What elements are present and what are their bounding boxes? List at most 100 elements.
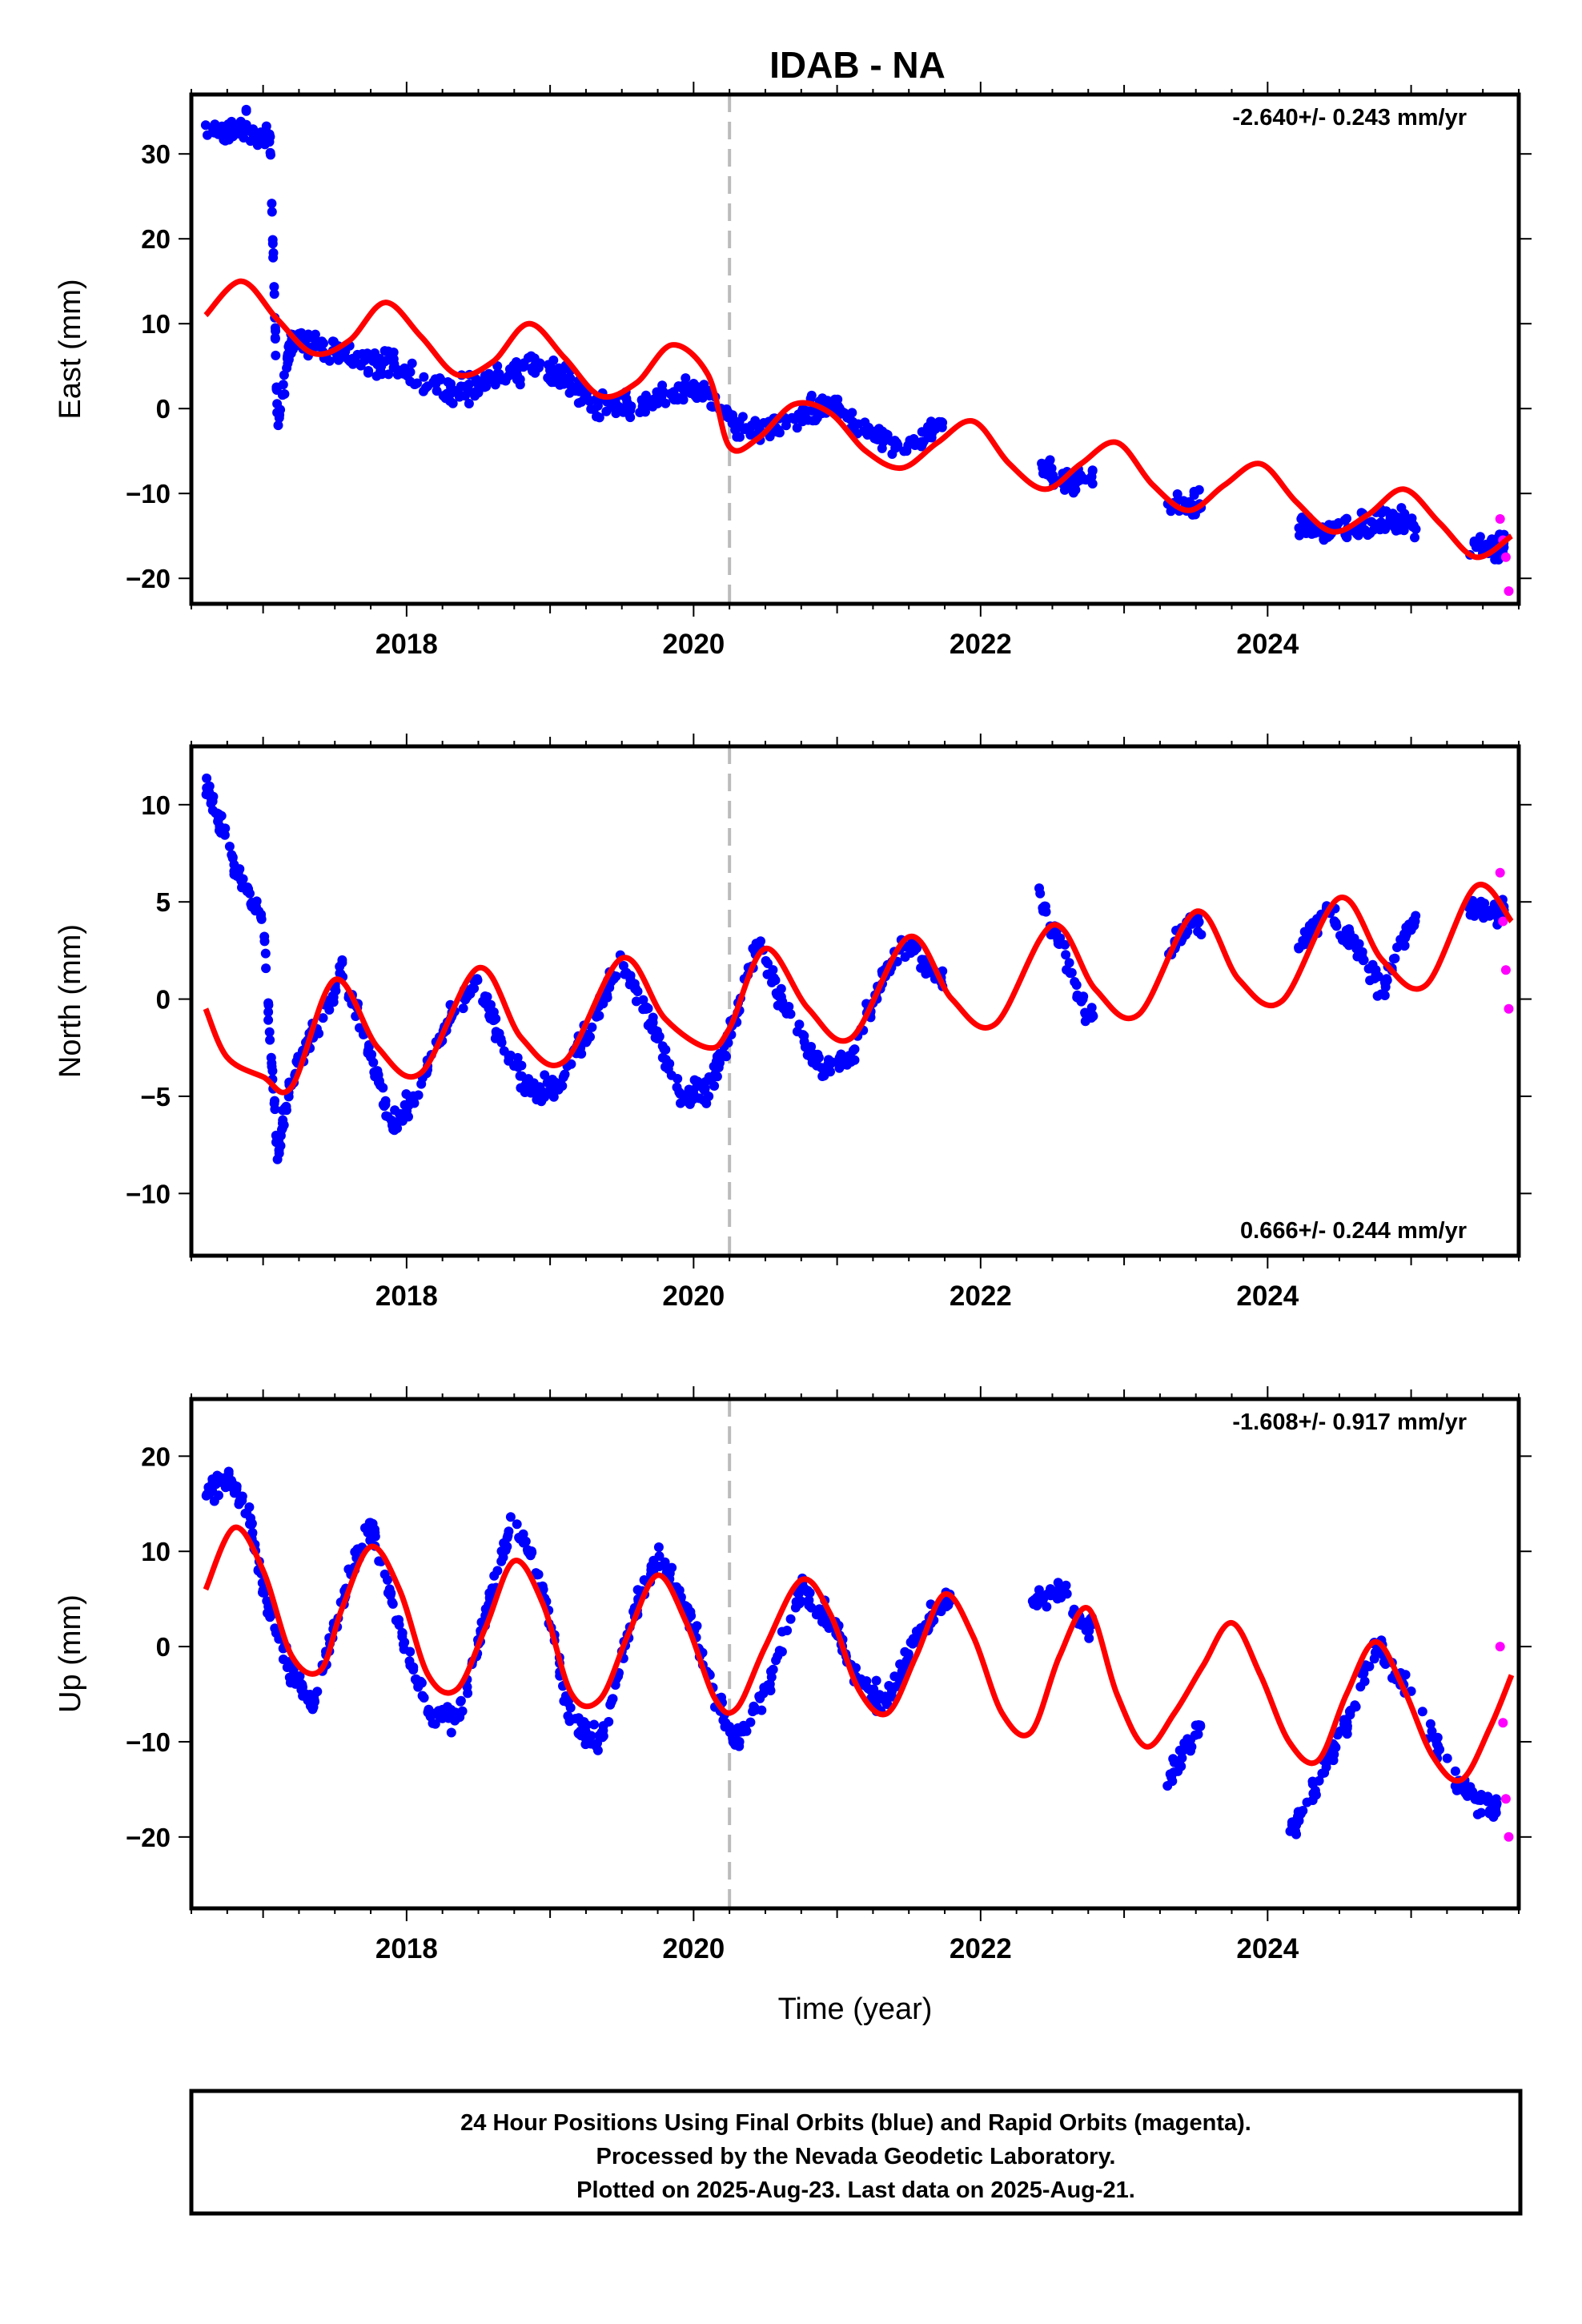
final-orbit-point — [1358, 955, 1368, 966]
final-orbit-point — [1431, 1739, 1442, 1749]
final-orbit-point — [472, 974, 482, 984]
final-orbit-point — [1298, 1806, 1308, 1815]
final-orbit-point — [1468, 901, 1477, 911]
final-orbit-point — [392, 1123, 403, 1133]
final-orbit-point — [309, 1692, 319, 1703]
final-orbit-point — [1084, 1626, 1094, 1636]
final-orbit-point — [492, 368, 503, 379]
final-orbit-point — [1400, 1670, 1411, 1680]
final-orbit-point — [408, 1662, 418, 1672]
final-orbit-point — [478, 996, 488, 1007]
final-orbit-point — [1474, 537, 1484, 548]
final-orbit-point — [239, 882, 250, 892]
final-orbit-point — [834, 1063, 845, 1073]
final-orbit-point — [825, 1059, 835, 1069]
final-orbit-point — [383, 1574, 392, 1585]
y-tick-label: 10 — [141, 309, 171, 339]
final-orbit-point — [797, 416, 808, 427]
final-orbit-point — [500, 1545, 511, 1555]
final-orbit-point — [267, 1066, 278, 1076]
final-orbit-point — [661, 1062, 670, 1072]
final-orbit-point — [924, 422, 934, 432]
plot-frame — [189, 1397, 1521, 1911]
plot-frame — [189, 744, 1521, 1258]
final-orbit-point — [367, 1518, 378, 1529]
final-orbit-point — [267, 239, 278, 249]
final-orbit-point — [1177, 1753, 1187, 1763]
final-orbit-point — [625, 412, 636, 423]
final-orbit-point — [1321, 1758, 1331, 1768]
final-orbit-point — [272, 1154, 283, 1164]
final-orbit-point — [456, 1696, 466, 1707]
east-panel: 2018 2020 2022 2024 30 20 10 0 −10 −20 East (mm) -2… — [54, 82, 1532, 660]
rapid-orbit-point — [1504, 586, 1514, 597]
y-tick-label: −5 — [140, 1082, 171, 1112]
final-orbit-point — [1411, 524, 1421, 534]
final-orbit-point — [1062, 965, 1072, 975]
final-orbit-point — [890, 443, 901, 453]
final-orbit-point — [653, 388, 664, 399]
final-orbit-point — [1299, 518, 1310, 529]
final-orbit-point — [602, 992, 612, 1003]
velocity-annotation: 0.666+/- 0.244 mm/yr — [1240, 1218, 1467, 1244]
final-orbit-point — [1178, 496, 1189, 506]
final-orbit-point — [1064, 483, 1074, 493]
north-panel: 2018 2020 2022 2024 10 5 0 −5 −10 North (mm) 0.666… — [54, 734, 1532, 1312]
final-orbit-point — [861, 1681, 871, 1691]
rapid-orbit-point — [1504, 1831, 1514, 1842]
final-orbit-point — [798, 1582, 809, 1593]
final-orbit-point — [654, 1551, 665, 1562]
final-orbit-point — [1365, 975, 1375, 986]
final-orbit-point — [405, 376, 416, 387]
final-orbit-point — [740, 1723, 750, 1733]
final-orbit-point — [901, 446, 912, 456]
final-orbit-point — [413, 1090, 424, 1100]
final-orbit-point — [1392, 943, 1402, 952]
final-orbit-point — [782, 1626, 793, 1635]
y-tick-label: 0 — [156, 985, 171, 1015]
final-orbit-point — [359, 356, 370, 365]
final-orbit-point — [269, 289, 279, 300]
final-orbit-point — [1363, 963, 1374, 974]
final-orbit-point — [1309, 527, 1319, 537]
x-tick-label: 2020 — [662, 629, 725, 660]
final-orbit-point — [235, 1497, 245, 1506]
x-tick-label: 2024 — [1236, 629, 1299, 660]
final-orbit-point — [288, 1665, 299, 1675]
final-orbit-point — [762, 969, 773, 979]
final-orbit-point — [1049, 928, 1058, 939]
final-orbit-point — [579, 388, 589, 398]
final-orbit-point — [225, 125, 235, 135]
final-orbit-point — [618, 961, 628, 971]
final-orbit-point — [236, 126, 247, 136]
final-orbit-point — [456, 381, 466, 392]
final-orbit-point — [887, 1687, 897, 1696]
final-orbit-point — [1314, 1775, 1324, 1786]
final-orbit-point — [586, 1739, 596, 1749]
final-orbit-point — [371, 1069, 382, 1080]
final-orbit-point — [235, 116, 246, 127]
final-orbit-point — [323, 1000, 334, 1011]
final-orbit-point — [767, 977, 777, 987]
final-orbit-point — [360, 1523, 370, 1533]
final-orbit-point — [882, 1699, 893, 1710]
final-orbit-point — [532, 1570, 542, 1580]
y-tick-label: 10 — [141, 1537, 171, 1566]
final-orbit-point — [308, 1702, 319, 1712]
final-orbit-point — [1335, 931, 1345, 941]
y-tick-label: −10 — [126, 1179, 171, 1208]
final-orbit-point — [1376, 517, 1386, 528]
plot-area — [200, 94, 1514, 604]
final-orbit-point — [1407, 515, 1416, 525]
final-orbit-point — [1166, 506, 1176, 517]
up-panel: 2018 2020 2022 2024 20 10 0 −10 −20 Up (mm) Time (… — [54, 1386, 1532, 2026]
final-orbit-point — [247, 1529, 258, 1538]
final-orbit-point — [632, 1585, 643, 1595]
final-orbit-point — [1410, 533, 1419, 543]
final-orbit-point — [732, 432, 742, 442]
final-orbit-point — [525, 1550, 536, 1561]
final-orbit-point — [800, 1042, 810, 1052]
final-orbit-point — [1342, 938, 1352, 948]
final-orbit-point — [1072, 990, 1082, 1000]
final-orbit-point — [1070, 977, 1080, 987]
